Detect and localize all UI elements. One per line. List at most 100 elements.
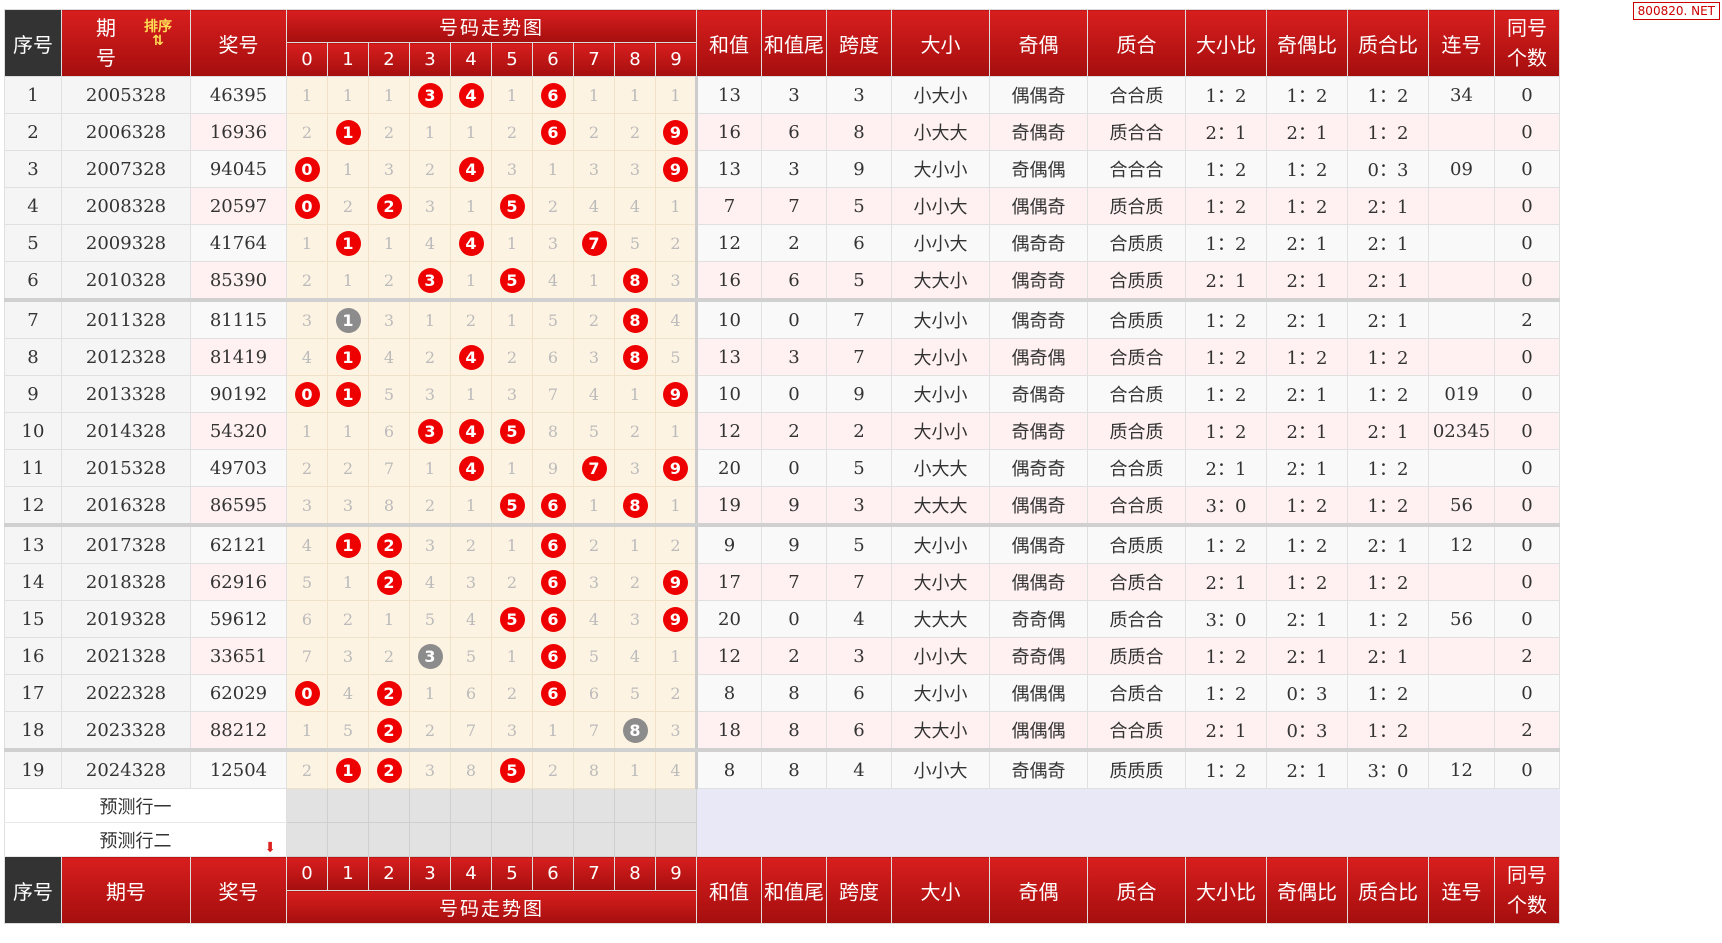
- drawn-number-ball: 1: [335, 381, 361, 407]
- row-digit-cell: 5: [368, 375, 410, 413]
- prediction-digit-cell[interactable]: [573, 822, 615, 857]
- row-bs-ratio: 1：2: [1185, 187, 1267, 225]
- row-big-small: 大大大: [891, 486, 990, 527]
- row-digit-cell: 1: [327, 375, 369, 413]
- prediction-digit-cell[interactable]: [491, 822, 533, 857]
- prediction-digit-cell[interactable]: [368, 788, 410, 823]
- row-same-count: 0: [1494, 76, 1560, 114]
- row-digit-cell: 4: [286, 524, 328, 564]
- prediction-digit-cell[interactable]: [532, 788, 574, 823]
- prediction-digit-cell[interactable]: [491, 788, 533, 823]
- row-prize: 12504: [190, 749, 287, 789]
- row-digit-cell: 2: [409, 338, 451, 376]
- row-period: 2007328: [61, 150, 191, 188]
- row-oe-ratio: 2：1: [1266, 224, 1348, 262]
- drawn-number-ball: 1: [335, 119, 361, 145]
- row-prize: 62029: [190, 674, 287, 712]
- row-digit-cell: 2: [368, 711, 410, 752]
- prediction-digit-cell[interactable]: [573, 788, 615, 823]
- scroll-down-icon[interactable]: ⬇: [264, 840, 276, 856]
- footer-digit-1: 1: [327, 856, 369, 891]
- row-oe-ratio: 1：2: [1266, 338, 1348, 376]
- prediction-digit-cell[interactable]: [409, 822, 451, 857]
- row-prize: 62121: [190, 524, 287, 564]
- row-digit-cell: 8: [450, 749, 492, 789]
- row-digit-cell: 2: [491, 113, 533, 151]
- prediction-digit-cell[interactable]: [286, 822, 328, 857]
- row-pc-ratio: 2：1: [1347, 261, 1429, 302]
- prediction-digit-cell[interactable]: [327, 788, 369, 823]
- drawn-number-ball: 1: [335, 344, 361, 370]
- prediction-digit-cell[interactable]: [614, 822, 656, 857]
- row-digit-cell: 6: [368, 412, 410, 450]
- row-consecutive: 12: [1428, 749, 1495, 789]
- drawn-number-ball: 4: [458, 418, 484, 444]
- row-same-count: 2: [1494, 637, 1560, 675]
- row-bs-ratio: 2：1: [1185, 261, 1267, 302]
- table-row: 7 2011328 81115 3 1 3 1 2 1 5 2 8 4 10 0 7 大小小 偶奇奇 合质质 1：2 2…: [4, 299, 1560, 339]
- row-digit-cell: 2: [655, 224, 698, 262]
- row-bs-ratio: 2：1: [1185, 711, 1267, 752]
- row-digit-cell: 1: [614, 524, 656, 564]
- row-digit-cell: 2: [409, 150, 451, 188]
- row-digit-cell: 4: [450, 224, 492, 262]
- row-digit-cell: 5: [409, 600, 451, 638]
- row-digit-cell: 2: [409, 711, 451, 752]
- row-bs-ratio: 1：2: [1185, 150, 1267, 188]
- row-sum: 13: [696, 338, 762, 376]
- prediction-digit-cell[interactable]: [655, 822, 697, 857]
- row-sum: 20: [696, 600, 762, 638]
- header-digit-6: 6: [532, 42, 574, 77]
- row-digit-cell: 1: [491, 224, 533, 262]
- row-digit-cell: 4: [655, 299, 698, 339]
- drawn-number-ball: 6: [540, 680, 566, 706]
- row-big-small: 大大大: [891, 600, 990, 638]
- row-sum: 16: [696, 113, 762, 151]
- prediction-digit-cell[interactable]: [614, 788, 656, 823]
- row-oe-ratio: 2：1: [1266, 261, 1348, 302]
- drawn-number-ball: 6: [540, 532, 566, 558]
- row-consecutive: [1428, 299, 1495, 339]
- row-span: 6: [826, 711, 892, 752]
- prediction-digit-cell[interactable]: [450, 788, 492, 823]
- row-oe-ratio: 2：1: [1266, 412, 1348, 450]
- row-pc-ratio: 1：2: [1347, 711, 1429, 752]
- drawn-number-ball: 2: [376, 717, 402, 743]
- footer-prime-comp: 质合: [1087, 856, 1186, 924]
- prediction-digit-cell[interactable]: [327, 822, 369, 857]
- prediction-digit-cell[interactable]: [532, 822, 574, 857]
- row-prime-comp: 合合质: [1087, 711, 1186, 752]
- footer-digit-9: 9: [655, 856, 697, 891]
- row-oe-ratio: 2：1: [1266, 749, 1348, 789]
- drawn-number-ball: 9: [663, 455, 688, 481]
- row-digit-cell: 8: [614, 261, 656, 302]
- row-digit-cell: 1: [327, 524, 369, 564]
- prediction-digit-cell[interactable]: [286, 788, 328, 823]
- row-digit-cell: 5: [491, 486, 533, 527]
- row-period: 2009328: [61, 224, 191, 262]
- footer-digit-6: 6: [532, 856, 574, 891]
- row-digit-cell: 2: [368, 187, 410, 225]
- drawn-number-ball: 9: [663, 606, 688, 632]
- row-digit-cell: 4: [614, 637, 656, 675]
- prediction-digit-cell[interactable]: [368, 822, 410, 857]
- header-period[interactable]: 期 号 排序 ⇅: [61, 9, 191, 77]
- row-prize: 16936: [190, 113, 287, 151]
- row-digit-cell: 1: [655, 412, 698, 450]
- prediction-label-text: 预测行一: [99, 796, 172, 818]
- prediction-digit-cell[interactable]: [409, 788, 451, 823]
- header-sum-tail: 和值尾: [761, 9, 827, 77]
- row-oe-ratio: 0：3: [1266, 711, 1348, 752]
- row-sum: 20: [696, 449, 762, 487]
- row-digit-cell: 6: [286, 600, 328, 638]
- row-prime-comp: 合合质: [1087, 486, 1186, 527]
- row-big-small: 大小小: [891, 524, 990, 564]
- row-odd-even: 奇偶偶: [989, 150, 1088, 188]
- row-digit-cell: 6: [532, 113, 574, 151]
- row-digit-cell: 2: [368, 113, 410, 151]
- sort-toggle[interactable]: 排序 ⇅: [144, 19, 172, 49]
- row-seq: 16: [4, 637, 62, 675]
- drawn-number-ball: 4: [458, 230, 484, 256]
- prediction-digit-cell[interactable]: [655, 788, 697, 823]
- prediction-digit-cell[interactable]: [450, 822, 492, 857]
